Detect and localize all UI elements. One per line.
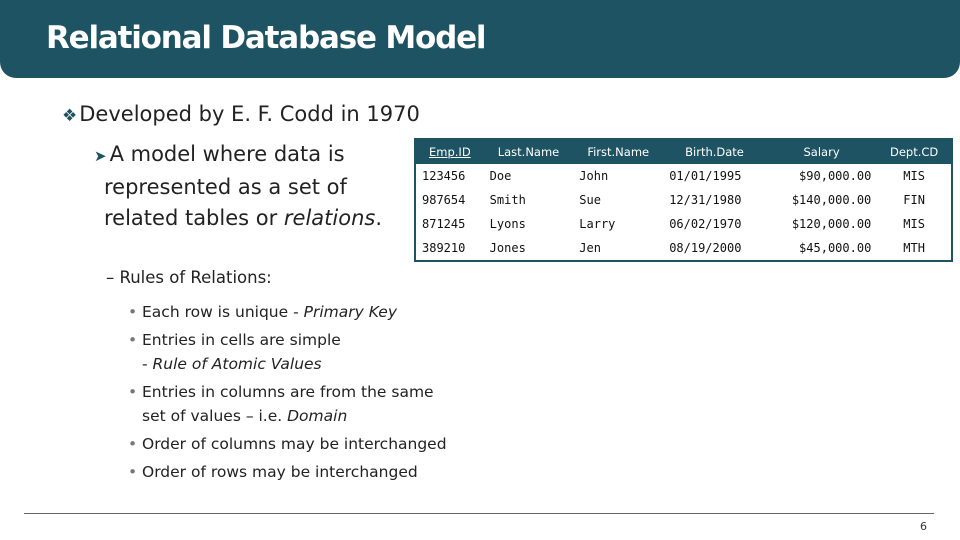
relations-emphasis: relations [283,206,376,230]
dot-bullet-icon: • [128,435,138,453]
rule-text: Entries in cells are simple [142,331,341,349]
bullet-level2-first-line: A model where data is [109,142,345,166]
rule-emphasis: Domain [287,407,348,425]
title-bar: Relational Database Model [0,0,960,78]
table-row: 389210 Jones Jen 08/19/2000 $45,000.00 M… [415,236,952,261]
cell-first-name: John [579,169,609,183]
arrow-bullet-icon: ➤ [94,147,107,165]
rule-emphasis: Rule of Atomic Values [152,355,322,373]
cell-last-name: Lyons [489,217,526,231]
page-number: 6 [920,520,927,533]
cell-emp-id: 389210 [422,241,466,255]
bullet-level3: – Rules of Relations: [106,268,272,287]
diamond-bullet-icon: ❖ [62,106,78,126]
cell-salary: $45,000.00 [799,241,872,255]
cell-dept-cd: MIS [903,169,925,183]
cell-last-name: Doe [489,169,512,183]
cell-birth-date: 08/19/2000 [669,241,742,255]
list-item: • Entries in cells are simple - Rule of A… [128,328,488,376]
rule-sub-text: set of values – i.e. [142,407,288,425]
cell-birth-date: 12/31/1980 [669,193,742,207]
employee-table: Emp.ID Last.Name First.Name Birth.Date S… [414,138,953,262]
table-row: 871245 Lyons Larry 06/02/1970 $120,000.0… [415,212,952,236]
rule-sub-line: - Rule of Atomic Values [142,352,488,376]
cell-emp-id: 123456 [422,169,466,183]
bullet-level2-period: . [375,206,383,230]
dot-bullet-icon: • [128,303,138,321]
cell-salary: $90,000.00 [799,169,872,183]
list-item: • Entries in columns are from the same se… [128,380,488,428]
table-row: 987654 Smith Sue 12/31/1980 $140,000.00 … [415,188,952,212]
bullet-level2-text: represented as a set of related tables o… [104,175,347,230]
rule-text: Entries in columns are from the same [142,383,434,401]
cell-salary: $140,000.00 [791,193,872,207]
cell-salary: $120,000.00 [791,217,872,231]
list-item: • Each row is unique - Primary Key [128,300,488,324]
cell-dept-cd: FIN [903,193,925,207]
cell-first-name: Sue [579,193,601,207]
col-header-last-name: Last.Name [483,139,574,164]
dot-bullet-icon: • [128,331,138,349]
table-header-row: Emp.ID Last.Name First.Name Birth.Date S… [415,139,952,164]
col-header-birth-date: Birth.Date [663,139,766,164]
rules-heading: Rules of Relations: [119,268,272,287]
table-row: 123456 Doe John 01/01/1995 $90,000.00 MI… [415,164,952,188]
dash-bullet-icon: – [106,268,120,287]
cell-birth-date: 01/01/1995 [669,169,742,183]
bullet-level1-text: Developed by E. F. Codd in 1970 [79,102,420,126]
cell-first-name: Larry [579,217,616,231]
cell-dept-cd: MIS [903,217,925,231]
cell-birth-date: 06/02/1970 [669,217,742,231]
footer-divider [24,513,934,514]
rule-text: Order of rows may be interchanged [142,463,418,481]
cell-first-name: Jen [579,241,601,255]
slide-title: Relational Database Model [46,20,487,56]
bullet-level1: ❖Developed by E. F. Codd in 1970 [62,102,420,126]
dot-bullet-icon: • [128,463,138,481]
rules-list: • Each row is unique - Primary Key • Entri… [128,300,488,488]
col-header-first-name: First.Name [573,139,664,164]
rule-sub-text: - [142,355,153,373]
col-header-salary: Salary [765,139,878,164]
col-header-dept-cd: Dept.CD [877,139,952,164]
list-item: • Order of rows may be interchanged [128,460,488,484]
rule-text: Order of columns may be interchanged [142,435,447,453]
cell-emp-id: 871245 [422,217,466,231]
bullet-level2: ➤ A model where data is represented as a … [94,139,394,234]
list-item: • Order of columns may be interchanged [128,432,488,456]
cell-dept-cd: MTH [903,241,925,255]
rule-text: Each row is unique - [142,303,304,321]
bullet-level2-continuation: represented as a set of related tables o… [94,172,394,234]
rule-sub-line: set of values – i.e. Domain [142,404,488,428]
rule-emphasis: Primary Key [303,303,398,321]
col-header-emp-id: Emp.ID [415,139,484,164]
dot-bullet-icon: • [128,383,138,401]
cell-last-name: Jones [489,241,526,255]
cell-emp-id: 987654 [422,193,466,207]
cell-last-name: Smith [489,193,526,207]
